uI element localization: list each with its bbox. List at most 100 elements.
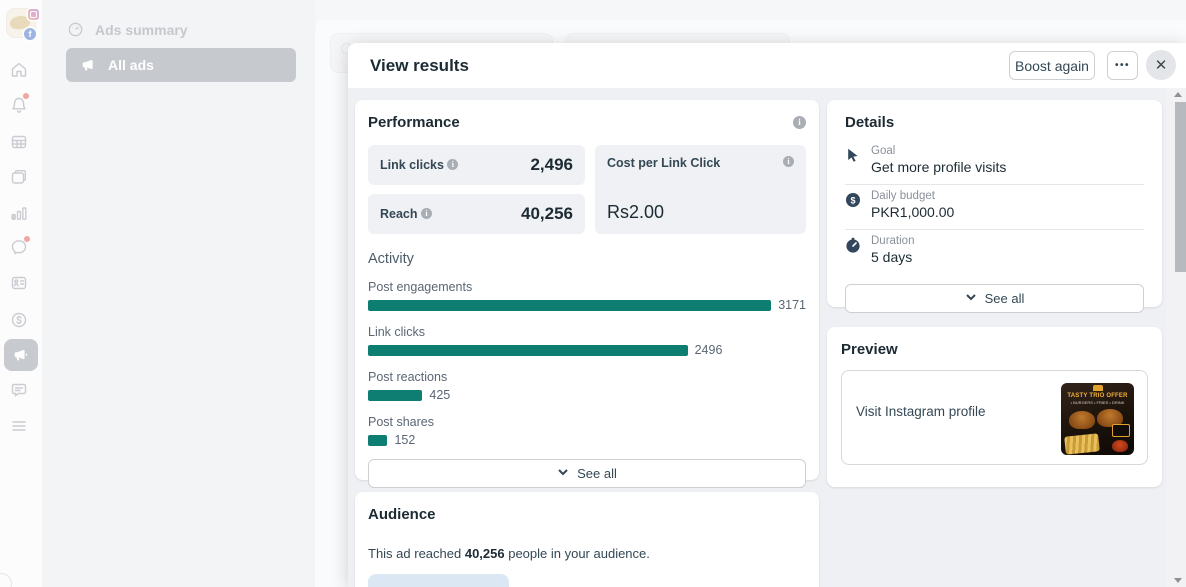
- preview-link-label: Visit Instagram profile: [856, 404, 986, 419]
- thumbnail-subtext: • BURGERS • FRIES • DRINK: [1070, 400, 1125, 405]
- metric-tile-cost-per-click: Cost per Link Click i Rs2.00: [595, 145, 806, 234]
- info-icon[interactable]: i: [793, 116, 806, 129]
- facebook-badge-icon: f: [24, 28, 36, 40]
- thumbnail-fries: [1064, 433, 1100, 455]
- info-icon[interactable]: i: [783, 156, 794, 167]
- activity-bar: [368, 299, 772, 311]
- monetization-icon[interactable]: [9, 310, 29, 330]
- metric-label: Link clicks: [380, 158, 444, 172]
- activity-title: Activity: [368, 251, 414, 267]
- cursor-icon: [845, 147, 861, 163]
- leads-icon[interactable]: [9, 273, 29, 293]
- info-icon[interactable]: i: [421, 208, 433, 219]
- close-icon[interactable]: ✕: [1146, 50, 1176, 80]
- details-title: Details: [845, 114, 895, 131]
- metric-value: 2,496: [530, 155, 573, 174]
- thumbnail-headline: TASTY TRIO OFFER: [1067, 393, 1128, 399]
- audience-reach-value: 40,256: [464, 546, 505, 561]
- ads-icon[interactable]: [4, 339, 38, 371]
- bar-value: 152: [394, 433, 416, 447]
- more-options-button[interactable]: •••: [1107, 51, 1138, 80]
- preview-card: Preview Visit Instagram profile TASTY TR…: [827, 327, 1162, 487]
- bar-label: Link clicks: [368, 325, 425, 339]
- insights-icon[interactable]: [9, 203, 29, 223]
- inbox-icon[interactable]: [9, 236, 30, 257]
- audience-title: Audience: [368, 506, 436, 523]
- ads-nav-panel: Ads summary All ads: [42, 0, 315, 587]
- modal-header: View results Boost again ••• ✕: [348, 43, 1186, 88]
- details-card: Details Goal Get more profile visits $ D…: [827, 100, 1162, 313]
- activity-bar-row: Post engagements 3171: [368, 280, 806, 312]
- detail-label: Daily budget: [871, 190, 935, 202]
- bar-value: 2496: [694, 343, 723, 357]
- preview-title: Preview: [841, 341, 898, 358]
- bar-label: Post shares: [368, 415, 435, 429]
- notifications-icon[interactable]: [9, 93, 29, 115]
- audience-card: Audience This ad reached 40,256 people i…: [355, 492, 819, 587]
- detail-row-goal: Goal Get more profile visits: [845, 140, 1144, 185]
- scrollbar-thumb[interactable]: [1175, 102, 1186, 272]
- feedback-icon[interactable]: [9, 380, 29, 400]
- audience-summary: This ad reached 40,256 people in your au…: [368, 546, 650, 561]
- chevron-down-icon: [965, 291, 977, 306]
- thumbnail-burger: [1069, 411, 1095, 429]
- detail-label: Goal: [871, 145, 896, 157]
- activity-bar: [368, 344, 688, 356]
- preview-item[interactable]: Visit Instagram profile TASTY TRIO OFFER…: [841, 370, 1148, 465]
- bar-value: 3171: [778, 298, 806, 312]
- metric-label: Reach: [380, 207, 418, 221]
- detail-value: 5 days: [871, 249, 913, 265]
- audience-chart-fragment: [368, 574, 509, 587]
- megaphone-icon: [82, 59, 93, 71]
- nav-label: Ads summary: [95, 21, 188, 38]
- modal-scrollbar[interactable]: [1166, 88, 1186, 587]
- metric-value: Rs2.00: [607, 202, 665, 222]
- view-results-modal: View results Boost again ••• ✕ Performan…: [348, 43, 1186, 587]
- gauge-icon: [68, 22, 83, 37]
- svg-text:$: $: [850, 195, 855, 205]
- metric-tile-reach: Reach i 40,256: [368, 194, 585, 234]
- modal-title: View results: [370, 56, 469, 75]
- performance-card: Performance i Link clicks i 2,496 Cost p…: [355, 100, 819, 488]
- thumbnail-burger: [1097, 409, 1123, 427]
- performance-title: Performance: [368, 114, 460, 131]
- content-icon[interactable]: [9, 167, 29, 187]
- nav-item-all-ads[interactable]: All ads: [66, 48, 296, 82]
- business-avatar[interactable]: f: [6, 8, 39, 40]
- metric-tile-link-clicks: Link clicks i 2,496: [368, 145, 585, 185]
- scroll-up-icon[interactable]: [1174, 92, 1182, 97]
- see-all-label: See all: [984, 291, 1025, 306]
- boost-again-button[interactable]: Boost again: [1009, 51, 1095, 80]
- activity-see-all-button[interactable]: See all: [368, 459, 806, 488]
- help-icon[interactable]: [0, 573, 12, 587]
- thumbnail-sauce: [1112, 440, 1128, 452]
- duration-icon: [845, 237, 861, 253]
- detail-value: Get more profile visits: [871, 159, 1007, 175]
- inbox-dot: [24, 236, 30, 242]
- activity-bar-row: Post reactions 425: [368, 370, 806, 402]
- detail-value: PKR1,000.00: [871, 204, 955, 220]
- bar-value: 425: [429, 388, 451, 402]
- sidebar-rail: f: [0, 0, 42, 587]
- notification-dot: [23, 93, 29, 99]
- nav-item-ads-summary[interactable]: Ads summary: [66, 20, 188, 39]
- thumbnail-logo: [1092, 385, 1103, 391]
- ad-thumbnail-image: TASTY TRIO OFFER • BURGERS • FRIES • DRI…: [1061, 383, 1134, 455]
- info-icon[interactable]: i: [447, 159, 459, 170]
- nav-label: All ads: [108, 57, 154, 73]
- details-see-all-button[interactable]: See all: [845, 284, 1144, 313]
- planner-icon[interactable]: [9, 132, 29, 152]
- dollar-icon: $: [845, 192, 861, 208]
- thumbnail-price-tag: [1112, 424, 1130, 437]
- home-icon[interactable]: [9, 60, 29, 80]
- metric-value: 40,256: [521, 204, 573, 223]
- activity-bar: [368, 434, 388, 446]
- instagram-badge-icon: [28, 9, 39, 20]
- activity-bar: [368, 389, 423, 401]
- activity-bar-row: Link clicks 2496: [368, 325, 806, 357]
- scroll-down-icon[interactable]: [1174, 578, 1182, 583]
- detail-row-duration: Duration 5 days: [845, 230, 1144, 274]
- menu-icon[interactable]: [9, 416, 29, 436]
- chevron-down-icon: [557, 466, 569, 481]
- metric-label: Cost per Link Click: [607, 156, 721, 170]
